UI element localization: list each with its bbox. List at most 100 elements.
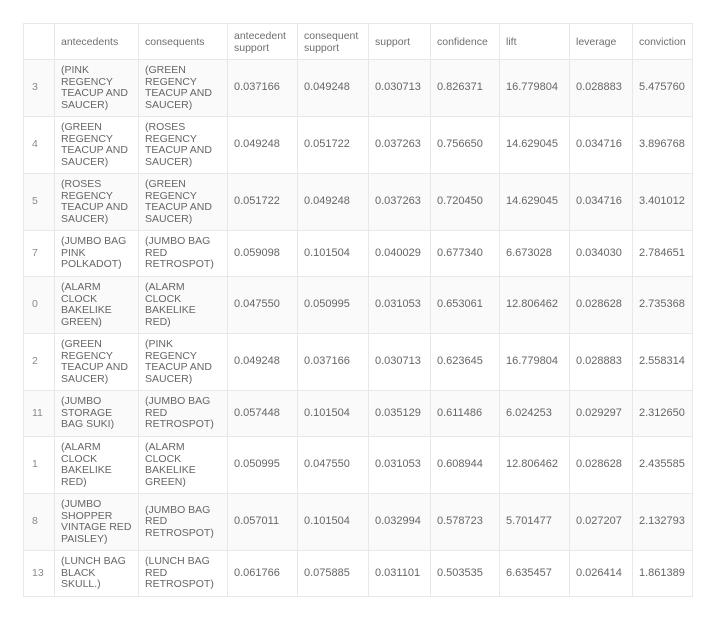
header-consequent-support[interactable]: consequent support — [297, 23, 369, 60]
cell-leverage: 0.034716 — [569, 116, 633, 174]
cell-conviction: 3.896768 — [632, 116, 693, 174]
cell-antecedents: (JUMBO SHOPPER VINTAGE RED PAISLEY) — [54, 493, 139, 551]
cell-antecedents: (GREEN REGENCY TEACUP AND SAUCER) — [54, 116, 139, 174]
cell-consequents: (GREEN REGENCY TEACUP AND SAUCER) — [138, 173, 228, 231]
cell-antecedents: (ROSES REGENCY TEACUP AND SAUCER) — [54, 173, 139, 231]
row-index: 13 — [23, 550, 55, 597]
table-row: 11 (JUMBO STORAGE BAG SUKI) (JUMBO BAG R… — [23, 390, 693, 437]
cell-lift: 6.024253 — [499, 390, 570, 437]
cell-leverage: 0.026414 — [569, 550, 633, 597]
cell-conviction: 2.435585 — [632, 436, 693, 494]
cell-antecedent-support: 0.051722 — [227, 173, 298, 231]
cell-leverage: 0.027207 — [569, 493, 633, 551]
cell-leverage: 0.034716 — [569, 173, 633, 231]
cell-support: 0.040029 — [368, 230, 431, 277]
header-support[interactable]: support — [368, 23, 431, 60]
header-antecedent-support[interactable]: antecedent support — [227, 23, 298, 60]
cell-consequents: (GREEN REGENCY TEACUP AND SAUCER) — [138, 59, 228, 117]
cell-leverage: 0.028883 — [569, 59, 633, 117]
cell-consequent-support: 0.101504 — [297, 493, 369, 551]
table-row: 3 (PINK REGENCY TEACUP AND SAUCER) (GREE… — [23, 59, 693, 117]
cell-antecedents: (LUNCH BAG BLACK SKULL.) — [54, 550, 139, 597]
cell-leverage: 0.028883 — [569, 333, 633, 391]
cell-antecedent-support: 0.047550 — [227, 276, 298, 334]
cell-lift: 6.673028 — [499, 230, 570, 277]
cell-consequents: (ALARM CLOCK BAKELIKE GREEN) — [138, 436, 228, 494]
row-index: 3 — [23, 59, 55, 117]
header-consequents[interactable]: consequents — [138, 23, 228, 60]
row-index: 0 — [23, 276, 55, 334]
cell-confidence: 0.756650 — [430, 116, 500, 174]
cell-consequents: (LUNCH BAG RED RETROSPOT) — [138, 550, 228, 597]
cell-antecedents: (GREEN REGENCY TEACUP AND SAUCER) — [54, 333, 139, 391]
cell-antecedent-support: 0.049248 — [227, 333, 298, 391]
cell-leverage: 0.029297 — [569, 390, 633, 437]
cell-consequent-support: 0.101504 — [297, 390, 369, 437]
cell-antecedents: (JUMBO STORAGE BAG SUKI) — [54, 390, 139, 437]
cell-consequents: (ROSES REGENCY TEACUP AND SAUCER) — [138, 116, 228, 174]
cell-consequent-support: 0.051722 — [297, 116, 369, 174]
cell-confidence: 0.608944 — [430, 436, 500, 494]
cell-consequents: (JUMBO BAG RED RETROSPOT) — [138, 390, 228, 437]
cell-support: 0.037263 — [368, 173, 431, 231]
header-antecedents[interactable]: antecedents — [54, 23, 139, 60]
cell-consequents: (ALARM CLOCK BAKELIKE RED) — [138, 276, 228, 334]
cell-conviction: 2.312650 — [632, 390, 693, 437]
cell-lift: 16.779804 — [499, 59, 570, 117]
cell-lift: 12.806462 — [499, 436, 570, 494]
row-index: 7 — [23, 230, 55, 277]
header-lift[interactable]: lift — [499, 23, 570, 60]
cell-support: 0.031101 — [368, 550, 431, 597]
cell-confidence: 0.720450 — [430, 173, 500, 231]
header-row: antecedents consequents antecedent suppo… — [23, 23, 693, 60]
cell-lift: 14.629045 — [499, 173, 570, 231]
row-index: 8 — [23, 493, 55, 551]
cell-confidence: 0.826371 — [430, 59, 500, 117]
cell-antecedents: (PINK REGENCY TEACUP AND SAUCER) — [54, 59, 139, 117]
cell-antecedent-support: 0.057448 — [227, 390, 298, 437]
cell-support: 0.037263 — [368, 116, 431, 174]
dataframe-container: antecedents consequents antecedent suppo… — [23, 23, 693, 597]
header-leverage[interactable]: leverage — [569, 23, 633, 60]
cell-confidence: 0.611486 — [430, 390, 500, 437]
header-confidence[interactable]: confidence — [430, 23, 500, 60]
cell-lift: 14.629045 — [499, 116, 570, 174]
row-index: 5 — [23, 173, 55, 231]
cell-confidence: 0.578723 — [430, 493, 500, 551]
cell-consequents: (JUMBO BAG RED RETROSPOT) — [138, 493, 228, 551]
cell-confidence: 0.623645 — [430, 333, 500, 391]
cell-conviction: 3.401012 — [632, 173, 693, 231]
cell-support: 0.031053 — [368, 276, 431, 334]
table-body: 3 (PINK REGENCY TEACUP AND SAUCER) (GREE… — [23, 59, 693, 597]
cell-antecedents: (JUMBO BAG PINK POLKADOT) — [54, 230, 139, 277]
table-header: antecedents consequents antecedent suppo… — [23, 23, 693, 60]
cell-consequents: (PINK REGENCY TEACUP AND SAUCER) — [138, 333, 228, 391]
row-index: 11 — [23, 390, 55, 437]
table-row: 0 (ALARM CLOCK BAKELIKE GREEN) (ALARM CL… — [23, 276, 693, 334]
cell-antecedent-support: 0.037166 — [227, 59, 298, 117]
table-row: 8 (JUMBO SHOPPER VINTAGE RED PAISLEY) (J… — [23, 493, 693, 551]
cell-confidence: 0.503535 — [430, 550, 500, 597]
cell-antecedent-support: 0.057011 — [227, 493, 298, 551]
cell-consequent-support: 0.101504 — [297, 230, 369, 277]
cell-lift: 5.701477 — [499, 493, 570, 551]
cell-conviction: 5.475760 — [632, 59, 693, 117]
cell-support: 0.031053 — [368, 436, 431, 494]
cell-conviction: 2.132793 — [632, 493, 693, 551]
cell-support: 0.032994 — [368, 493, 431, 551]
cell-lift: 12.806462 — [499, 276, 570, 334]
cell-support: 0.035129 — [368, 390, 431, 437]
cell-antecedent-support: 0.050995 — [227, 436, 298, 494]
cell-consequent-support: 0.047550 — [297, 436, 369, 494]
cell-consequent-support: 0.049248 — [297, 59, 369, 117]
cell-consequent-support: 0.049248 — [297, 173, 369, 231]
cell-leverage: 0.028628 — [569, 276, 633, 334]
association-rules-table: antecedents consequents antecedent suppo… — [23, 23, 693, 597]
cell-confidence: 0.677340 — [430, 230, 500, 277]
table-row: 7 (JUMBO BAG PINK POLKADOT) (JUMBO BAG R… — [23, 230, 693, 277]
row-index: 2 — [23, 333, 55, 391]
cell-conviction: 1.861389 — [632, 550, 693, 597]
header-conviction[interactable]: conviction — [632, 23, 693, 60]
cell-antecedent-support: 0.049248 — [227, 116, 298, 174]
table-row: 1 (ALARM CLOCK BAKELIKE RED) (ALARM CLOC… — [23, 436, 693, 494]
